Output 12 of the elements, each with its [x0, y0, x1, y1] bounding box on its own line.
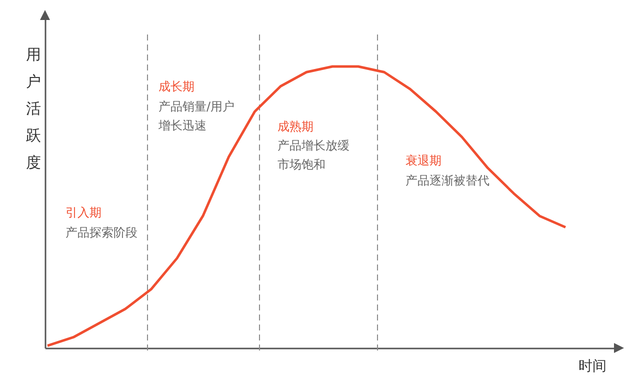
annotation: 产品逐渐被替代	[406, 174, 490, 188]
annotation: 成熟期	[278, 120, 314, 134]
x-axis-title: 时间	[578, 358, 606, 374]
annotation: 产品增长放缓	[278, 138, 350, 152]
annotation: 成长期	[158, 80, 194, 94]
annotation: 衰退期	[406, 154, 442, 168]
annotation: 产品销量/用户	[158, 100, 235, 114]
annotation: 产品探索阶段	[66, 226, 138, 240]
y-axis-title: 用户活跃度	[26, 46, 41, 172]
annotation: 引入期	[66, 206, 102, 220]
annotation: 市场饱和	[278, 158, 326, 172]
annotation: 增长迅速	[158, 118, 206, 132]
